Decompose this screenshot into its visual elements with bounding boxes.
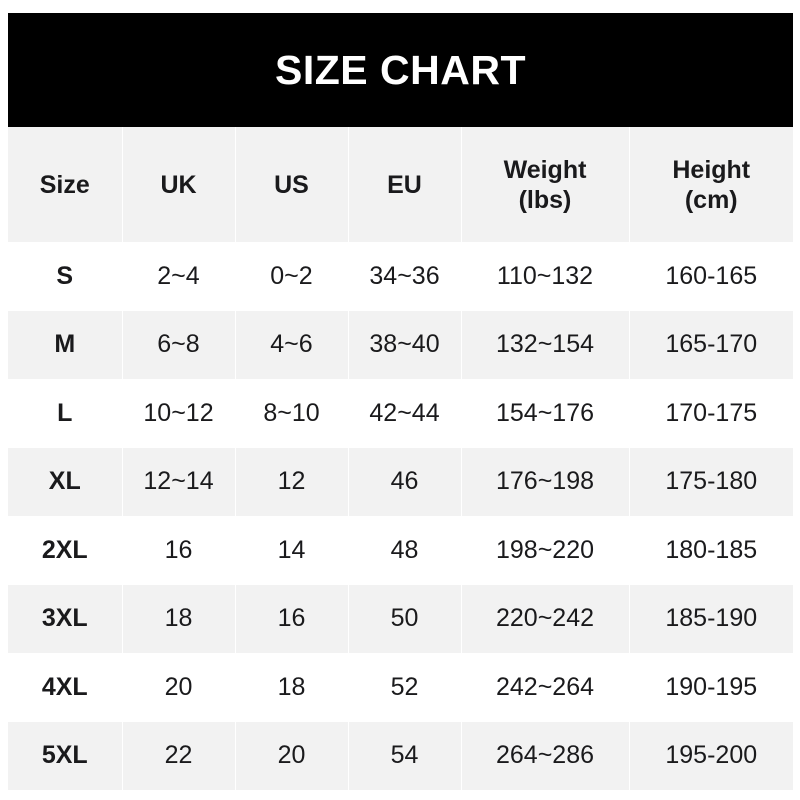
cell-uk: 20 — [121, 653, 236, 722]
cell-weight: 220~242 — [460, 584, 630, 653]
column-header-eu: EU — [347, 127, 462, 242]
table-row: 5XL 22 20 54 264~286 195-200 — [8, 721, 793, 790]
cell-us: 20 — [234, 721, 349, 790]
cell-size: 2XL — [8, 516, 123, 585]
header-label-height: Height — [672, 155, 751, 184]
cell-eu: 46 — [347, 447, 462, 516]
header-unit-weight: (lbs) — [518, 185, 572, 214]
cell-us: 4~6 — [234, 310, 349, 379]
column-header-weight: Weight (lbs) — [460, 127, 630, 242]
cell-size: 5XL — [8, 721, 123, 790]
cell-eu: 54 — [347, 721, 462, 790]
cell-eu: 48 — [347, 516, 462, 585]
header-label-weight: Weight — [503, 155, 587, 184]
cell-weight: 242~264 — [460, 653, 630, 722]
cell-size: S — [8, 242, 123, 311]
table-row: 3XL 18 16 50 220~242 185-190 — [8, 584, 793, 653]
cell-us: 12 — [234, 447, 349, 516]
header-unit-height: (cm) — [684, 185, 738, 214]
cell-height: 160-165 — [628, 242, 793, 311]
table-row: XL 12~14 12 46 176~198 175-180 — [8, 447, 793, 516]
cell-height: 180-185 — [628, 516, 793, 585]
cell-uk: 6~8 — [121, 310, 236, 379]
cell-size: 3XL — [8, 584, 123, 653]
cell-height: 175-180 — [628, 447, 793, 516]
table-row: 4XL 20 18 52 242~264 190-195 — [8, 653, 793, 722]
table-row: M 6~8 4~6 38~40 132~154 165-170 — [8, 310, 793, 379]
cell-size: 4XL — [8, 653, 123, 722]
header-row: Size UK US EU Weight (lbs) Height (cm) — [8, 127, 793, 242]
cell-eu: 38~40 — [347, 310, 462, 379]
cell-uk: 12~14 — [121, 447, 236, 516]
header-label-eu: EU — [387, 170, 422, 199]
table-row: S 2~4 0~2 34~36 110~132 160-165 — [8, 242, 793, 311]
cell-size: XL — [8, 447, 123, 516]
header-label-uk: UK — [160, 170, 197, 199]
column-header-uk: UK — [121, 127, 236, 242]
title-bar: SIZE CHART — [8, 13, 793, 127]
cell-us: 16 — [234, 584, 349, 653]
cell-weight: 132~154 — [460, 310, 630, 379]
cell-height: 165-170 — [628, 310, 793, 379]
column-header-size: Size — [8, 127, 123, 242]
cell-us: 0~2 — [234, 242, 349, 311]
cell-us: 8~10 — [234, 379, 349, 448]
table-row: L 10~12 8~10 42~44 154~176 170-175 — [8, 379, 793, 448]
cell-uk: 2~4 — [121, 242, 236, 311]
cell-uk: 16 — [121, 516, 236, 585]
cell-eu: 34~36 — [347, 242, 462, 311]
header-label-us: US — [274, 170, 309, 199]
cell-height: 170-175 — [628, 379, 793, 448]
table-body: S 2~4 0~2 34~36 110~132 160-165 M 6~8 4~… — [8, 242, 793, 790]
table-row: 2XL 16 14 48 198~220 180-185 — [8, 516, 793, 585]
column-header-us: US — [234, 127, 349, 242]
cell-size: M — [8, 310, 123, 379]
cell-height: 195-200 — [628, 721, 793, 790]
cell-eu: 50 — [347, 584, 462, 653]
cell-weight: 264~286 — [460, 721, 630, 790]
cell-us: 14 — [234, 516, 349, 585]
size-chart: SIZE CHART Size UK US EU W — [8, 13, 793, 790]
header-label-size: Size — [39, 170, 90, 199]
cell-eu: 52 — [347, 653, 462, 722]
cell-eu: 42~44 — [347, 379, 462, 448]
table-header: Size UK US EU Weight (lbs) Height (cm) — [8, 127, 793, 242]
cell-uk: 22 — [121, 721, 236, 790]
cell-uk: 10~12 — [121, 379, 236, 448]
page-title: SIZE CHART — [275, 46, 526, 93]
cell-us: 18 — [234, 653, 349, 722]
cell-uk: 18 — [121, 584, 236, 653]
cell-height: 190-195 — [628, 653, 793, 722]
cell-weight: 110~132 — [460, 242, 630, 311]
cell-weight: 198~220 — [460, 516, 630, 585]
cell-height: 185-190 — [628, 584, 793, 653]
size-chart-table: Size UK US EU Weight (lbs) Height (cm) — [8, 127, 793, 790]
cell-size: L — [8, 379, 123, 448]
cell-weight: 154~176 — [460, 379, 630, 448]
cell-weight: 176~198 — [460, 447, 630, 516]
column-header-height: Height (cm) — [628, 127, 793, 242]
